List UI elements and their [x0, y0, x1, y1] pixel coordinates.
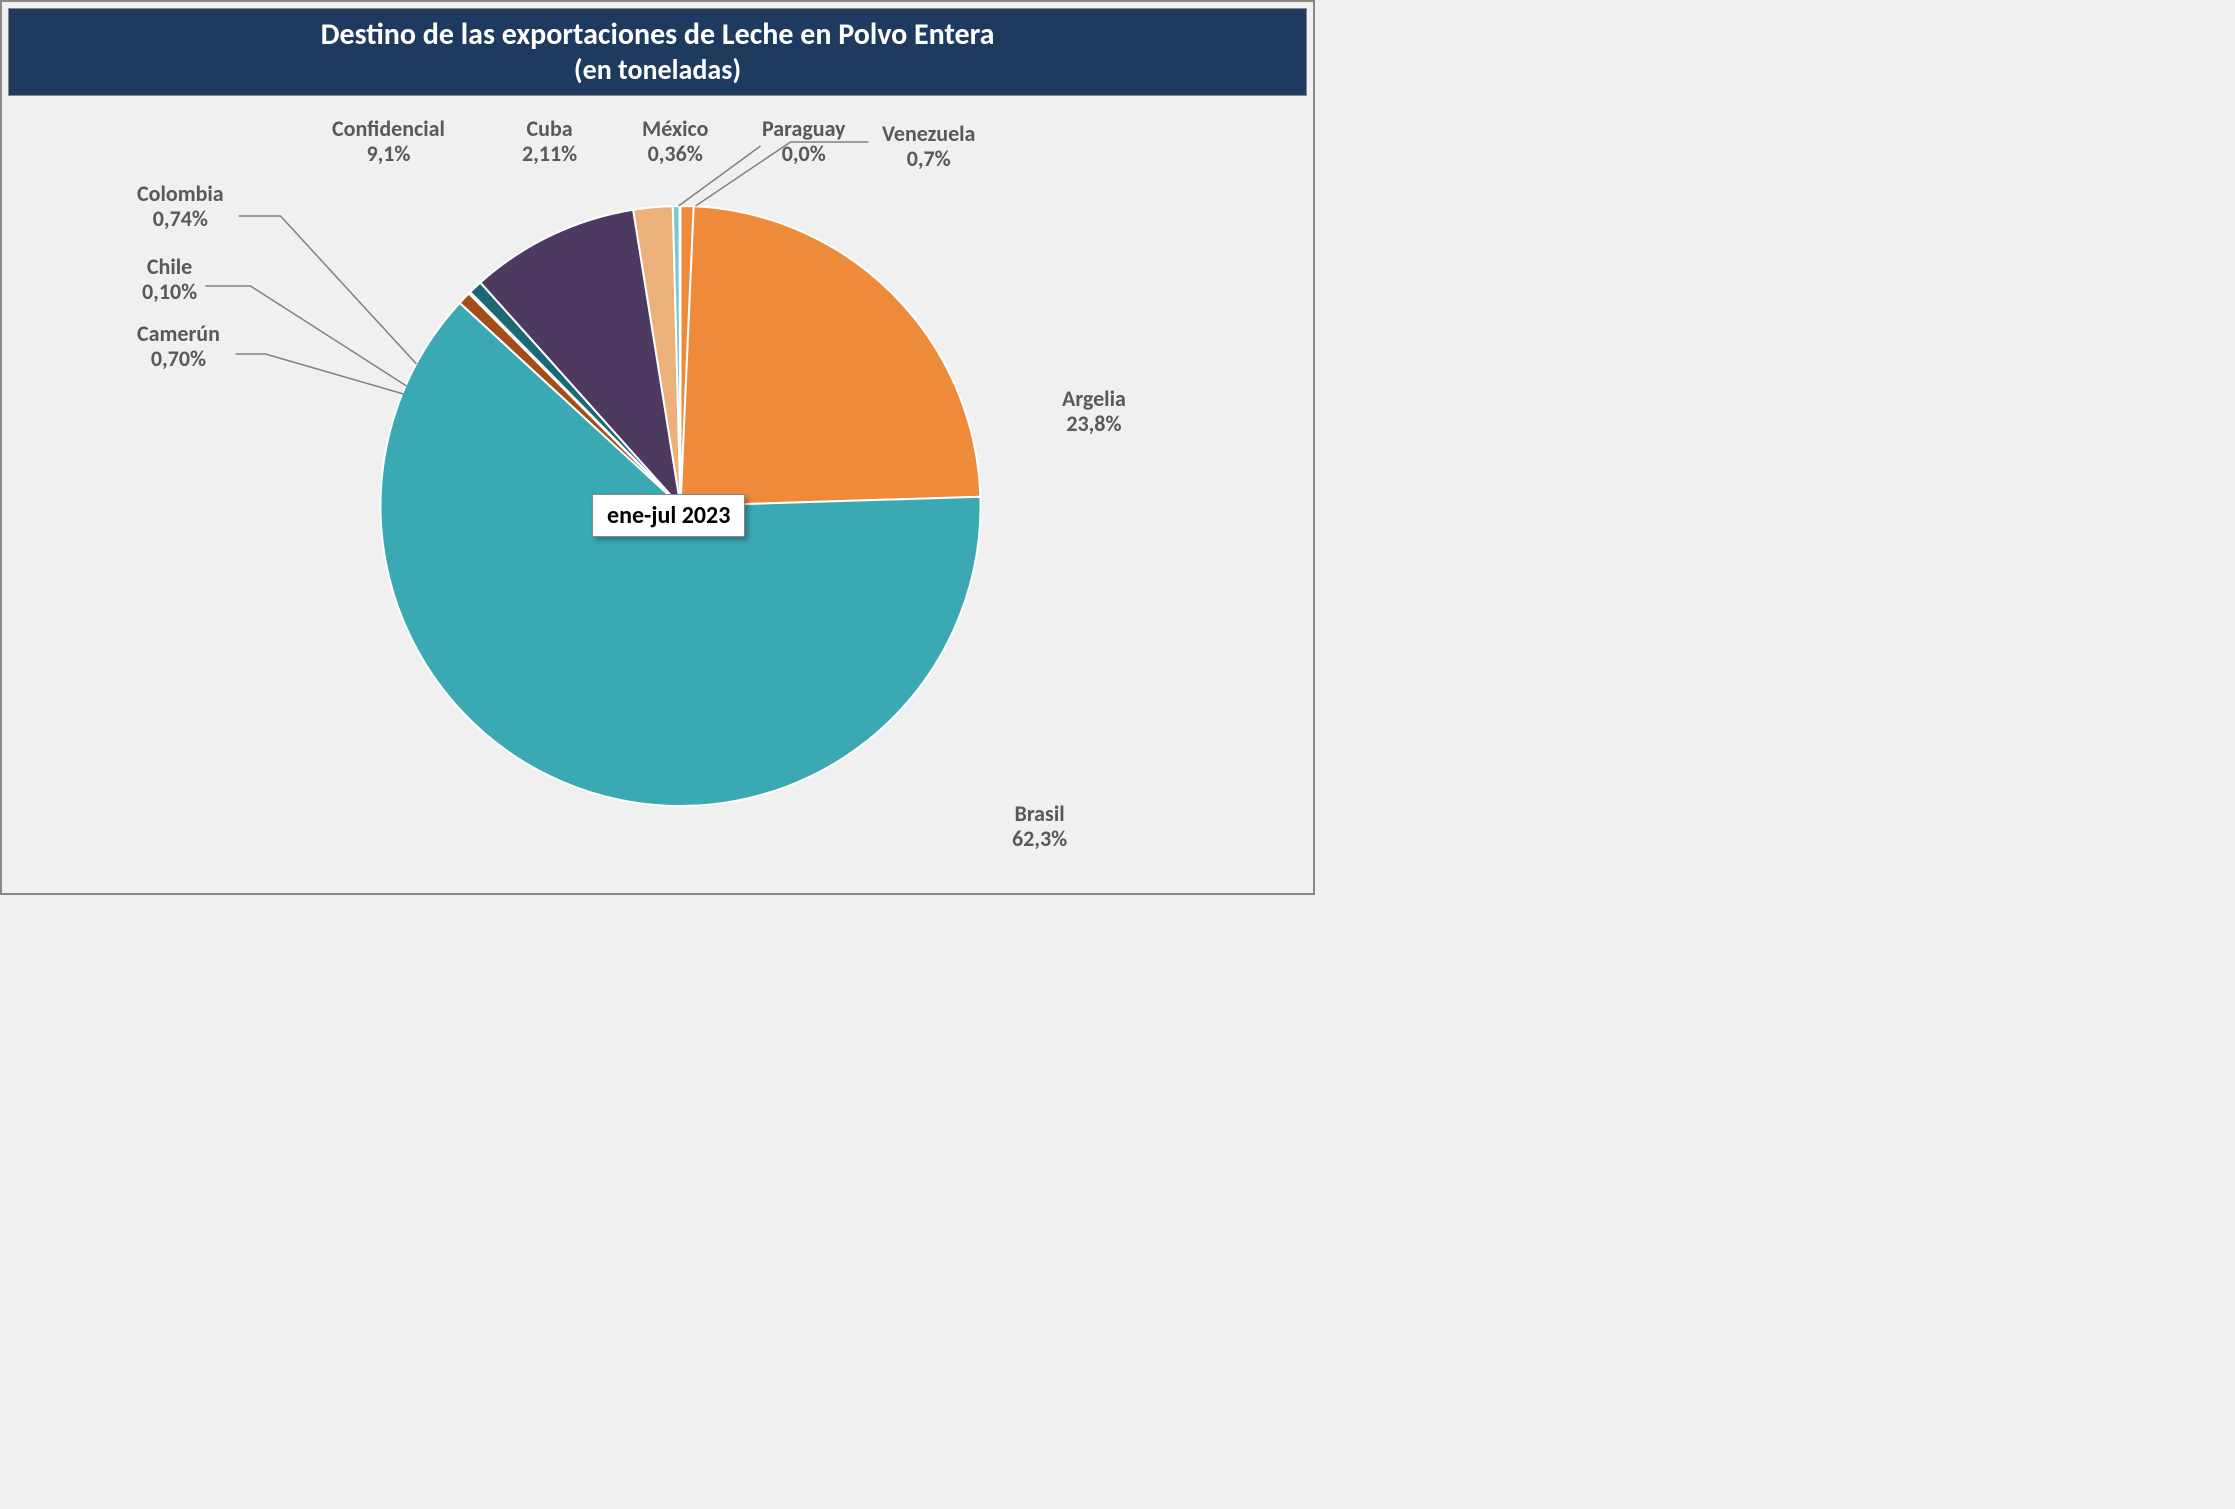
slice-label-pct: 9,1%: [332, 141, 445, 166]
center-period-label: ene-jul 2023: [592, 494, 745, 537]
slice-label-name: México: [642, 116, 708, 141]
slice-label: México0,36%: [642, 116, 708, 167]
leader-line: [235, 354, 403, 394]
slice-label-name: Cuba: [522, 116, 577, 141]
slice-label-pct: 0,7%: [882, 146, 975, 171]
slice-label: Argelia23,8%: [1062, 386, 1126, 437]
slice-label-pct: 23,8%: [1062, 411, 1126, 436]
slice-label-name: Confidencial: [332, 116, 445, 141]
slice-label: Cuba2,11%: [522, 116, 577, 167]
chart-title: Destino de las exportaciones de Leche en…: [8, 8, 1307, 96]
slice-label-name: Chile: [142, 254, 197, 279]
slice-label-pct: 0,70%: [137, 346, 220, 371]
pie-area: Venezuela0,7% Argelia23,8% Brasil62,3% Came…: [2, 96, 1313, 876]
slice-label-name: Venezuela: [882, 121, 975, 146]
slice-label: Brasil62,3%: [1012, 801, 1067, 852]
title-line-2: (en toneladas): [574, 52, 741, 87]
slice-label-pct: 0,74%: [137, 206, 224, 231]
slice-label-pct: 0,10%: [142, 279, 197, 304]
center-period-text: ene-jul 2023: [607, 501, 730, 530]
slice-label: Venezuela0,7%: [882, 121, 975, 172]
leader-line: [205, 286, 406, 386]
slice-label-name: Camerún: [137, 321, 220, 346]
slice-label-name: Brasil: [1012, 801, 1067, 826]
slice-label-pct: 62,3%: [1012, 826, 1067, 851]
slice-label: Chile0,10%: [142, 254, 197, 305]
pie-slice: [679, 206, 680, 506]
slice-label: Paraguay0,0%: [762, 116, 845, 167]
slice-label: Confidencial9,1%: [332, 116, 445, 167]
slice-label-name: Argelia: [1062, 386, 1126, 411]
slice-label: Colombia0,74%: [137, 181, 224, 232]
slice-label-name: Paraguay: [762, 116, 845, 141]
slice-label-pct: 0,36%: [642, 141, 708, 166]
slice-label-name: Colombia: [137, 181, 224, 206]
slice-label-pct: 0,0%: [762, 141, 845, 166]
pie-slice: [680, 206, 980, 506]
leader-line: [238, 216, 416, 364]
chart-container: Destino de las exportaciones de Leche en…: [0, 0, 1315, 895]
title-line-1: Destino de las exportaciones de Leche en…: [321, 16, 995, 53]
slice-label-pct: 2,11%: [522, 141, 577, 166]
slice-label: Camerún0,70%: [137, 321, 220, 372]
